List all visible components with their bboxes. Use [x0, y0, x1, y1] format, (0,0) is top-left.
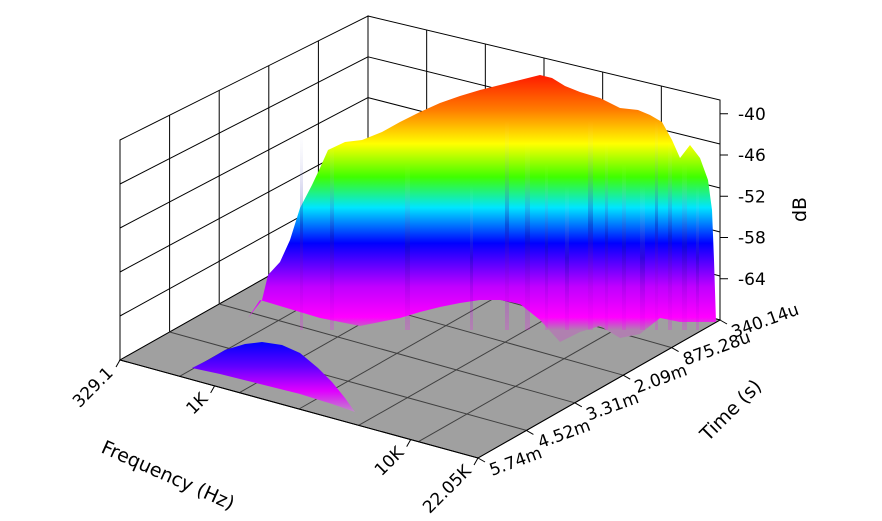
surface-streak — [668, 142, 672, 330]
y-tick-mark — [574, 402, 583, 408]
secondary-lobe-surface — [192, 342, 355, 412]
y-tick-label: 340.14u — [729, 300, 802, 343]
surface-streak — [640, 186, 645, 330]
wall-gridline — [119, 97, 369, 229]
z-tick-label: -58 — [738, 229, 766, 249]
x-tick-mark — [473, 457, 479, 466]
surface-streak — [545, 164, 548, 330]
surface-streak — [696, 186, 699, 330]
z-tick-label: -46 — [738, 146, 766, 166]
spectrum-surface — [192, 75, 716, 412]
y-tick-label: 5.74m — [487, 443, 545, 480]
y-tick-mark — [719, 319, 728, 325]
x-tick-label: 329.1 — [69, 363, 118, 412]
surface-streak — [565, 186, 569, 330]
z-tick-label: -40 — [738, 105, 766, 125]
y-tick-label: 2.09m — [632, 360, 690, 397]
x-tick-label: 22.05K — [419, 461, 476, 518]
surface-streak — [622, 164, 626, 330]
x-tick-mark — [210, 385, 216, 394]
surface-streak — [525, 142, 530, 330]
main-ridge-surface — [248, 75, 716, 342]
surface-streak — [405, 164, 410, 330]
y-axis-title: Time (s) — [695, 375, 766, 446]
surface-streaks — [300, 120, 699, 330]
surface-streak — [605, 142, 608, 330]
z-tick-label: -52 — [738, 187, 766, 207]
z-axis-title: dB — [789, 197, 811, 222]
x-tick-label: 1K — [182, 389, 212, 419]
surface-streak — [300, 120, 303, 330]
y-tick-mark — [671, 347, 679, 353]
wall-gridline — [119, 56, 369, 185]
x-tick-mark — [406, 439, 412, 447]
y-tick-label: 3.31m — [584, 388, 642, 425]
surface-streak — [505, 120, 509, 330]
x-tick-mark — [115, 359, 121, 368]
surface-streak — [330, 142, 334, 330]
y-tick-mark — [526, 429, 534, 435]
surface-streak — [655, 120, 658, 330]
y-tick-label: 4.52m — [535, 416, 593, 453]
x-axis-title: Frequency (Hz) — [98, 436, 238, 514]
y-tick-mark — [477, 457, 486, 463]
surface-streak — [682, 164, 687, 330]
surface-streak — [470, 186, 473, 330]
axis-ticks — [115, 113, 728, 466]
y-tick-mark — [622, 374, 631, 380]
box-front-edges — [119, 319, 721, 459]
surface-streak — [588, 120, 593, 330]
x-tick-label: 10K — [371, 442, 409, 480]
z-tick-label: -64 — [738, 270, 766, 290]
